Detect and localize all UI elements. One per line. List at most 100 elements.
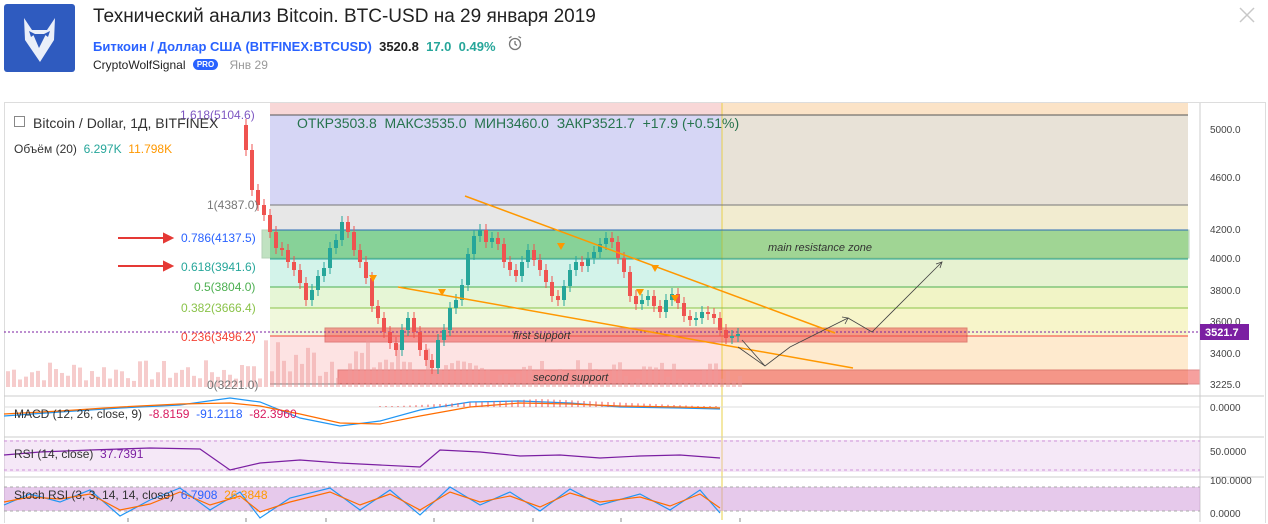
volume-bar (126, 378, 130, 387)
volume-bars (6, 339, 742, 387)
candle-body (496, 238, 500, 244)
candle-body (394, 343, 398, 350)
price-scale-label: 3600.0 (1210, 317, 1241, 328)
time-axis-ticks (127, 518, 741, 522)
volume-bar (138, 361, 142, 387)
collapse-toggle-icon[interactable] (14, 116, 25, 127)
volume-bar (162, 360, 166, 387)
volume-bar (504, 374, 508, 387)
candle-body (298, 270, 302, 283)
macd-legend[interactable]: MACD (12, 26, close, 9) -8.8159 -91.2118… (14, 407, 297, 421)
volume-bar (168, 377, 172, 387)
current-price: 3520.8 (379, 39, 419, 54)
stoch-scale-top: 100.0000 (1210, 476, 1252, 487)
volume-bar (714, 363, 718, 387)
volume-bar (468, 363, 472, 387)
volume-legend[interactable]: Объём (20) 6.297K 11.798K (14, 142, 172, 156)
volume-bar (708, 363, 712, 387)
volume-bar (444, 365, 448, 387)
candle-body (682, 303, 686, 316)
candle-body (628, 272, 632, 296)
price-scale-label: 4200.0 (1210, 225, 1241, 236)
close-value: 3521.7 (592, 115, 635, 131)
volume-bar (372, 367, 376, 387)
volume-bar (534, 376, 538, 387)
author-name-link[interactable]: CryptoWolfSignal (93, 58, 186, 72)
candle-body (316, 276, 320, 290)
candle-body (460, 285, 464, 300)
candle-body (508, 262, 512, 270)
volume-bar (522, 366, 526, 387)
page-title: Технический анализ Bitcoin. BTC-USD на 2… (93, 6, 596, 27)
close-icon[interactable] (1236, 4, 1258, 26)
volume-bar (156, 372, 160, 387)
stoch-value-1: 6.7908 (180, 488, 218, 502)
candle-body (436, 340, 440, 368)
price-scale-label: 5000.0 (1210, 125, 1241, 136)
volume-bar (108, 378, 112, 387)
volume-bar (564, 372, 568, 387)
wolf-logo-icon[interactable] (4, 4, 75, 72)
rsi-value: 37.7391 (100, 447, 144, 461)
pro-badge: PRO (192, 59, 219, 70)
candle-body (622, 258, 626, 272)
volume-bar (594, 369, 598, 387)
candle-body (532, 250, 536, 260)
candle-body (364, 262, 368, 278)
fib-zone-0786 (270, 230, 1188, 259)
candle-body (634, 296, 638, 304)
volume-bar (324, 371, 328, 387)
stoch-legend[interactable]: Stoch RSI (3, 3, 14, 14, close) 6.7908 2… (14, 488, 268, 502)
volume-bar (720, 378, 724, 387)
candle-body (244, 125, 248, 150)
fib-zone-1 (270, 205, 1188, 230)
volume-bar (120, 371, 124, 387)
volume-bar (648, 366, 652, 387)
candle-body (466, 254, 470, 285)
candle-body (658, 306, 662, 312)
red-arrow-icons (118, 232, 175, 272)
volume-bar (60, 372, 64, 387)
volume-bar (402, 361, 406, 387)
volume-bar (510, 377, 514, 387)
fib-zone-05 (270, 287, 1188, 308)
candle-body (454, 300, 458, 308)
candle-body (256, 190, 260, 205)
volume-bar (144, 360, 148, 387)
volume-bar (438, 369, 442, 387)
candle-body (646, 296, 650, 300)
candle-body (334, 240, 338, 248)
symbol-name-link[interactable]: Биткоин / Доллар США (93, 39, 242, 54)
last-price-tag-bg (1200, 324, 1249, 340)
rsi-legend[interactable]: RSI (14, close) 37.7391 (14, 447, 143, 461)
high-value: 3535.0 (423, 115, 467, 131)
volume-bar (702, 370, 706, 387)
candle-body (568, 270, 572, 286)
volume-bar (342, 379, 346, 387)
candle-body (598, 244, 602, 252)
macd-pane: 0.0000 (3, 397, 1241, 427)
fib-zone-top (270, 103, 1188, 115)
volume-bar (426, 348, 430, 387)
volume-bar (492, 381, 496, 387)
symbol-line: Биткоин / Доллар США (BITFINEX:BTCUSD) 3… (93, 35, 523, 54)
price-scale-label: 3225.0 (1210, 380, 1241, 391)
volume-bar (696, 381, 700, 387)
rsi-scale-label: 50.0000 (1210, 447, 1247, 458)
candle-body (292, 262, 296, 270)
open-label: ОТКР (297, 115, 334, 131)
alarm-clock-icon[interactable] (507, 35, 523, 54)
candle-body (304, 283, 308, 300)
main-legend[interactable]: Bitcoin / Dollar, 1Д, BITFINEX (14, 115, 218, 131)
descending-trendline-upper (464, 195, 836, 334)
stoch-scale-bottom: 0.0000 (1210, 509, 1241, 520)
candle-body (616, 242, 620, 258)
candle-body (688, 316, 692, 320)
volume-bar (456, 360, 460, 387)
macd-value-3: -82.3960 (249, 407, 297, 421)
symbol-ticker-link[interactable]: (BITFINEX:BTCUSD) (245, 39, 372, 54)
volume-bar (738, 375, 742, 387)
candle-body (550, 282, 554, 296)
chart-frame[interactable] (4, 102, 1266, 523)
